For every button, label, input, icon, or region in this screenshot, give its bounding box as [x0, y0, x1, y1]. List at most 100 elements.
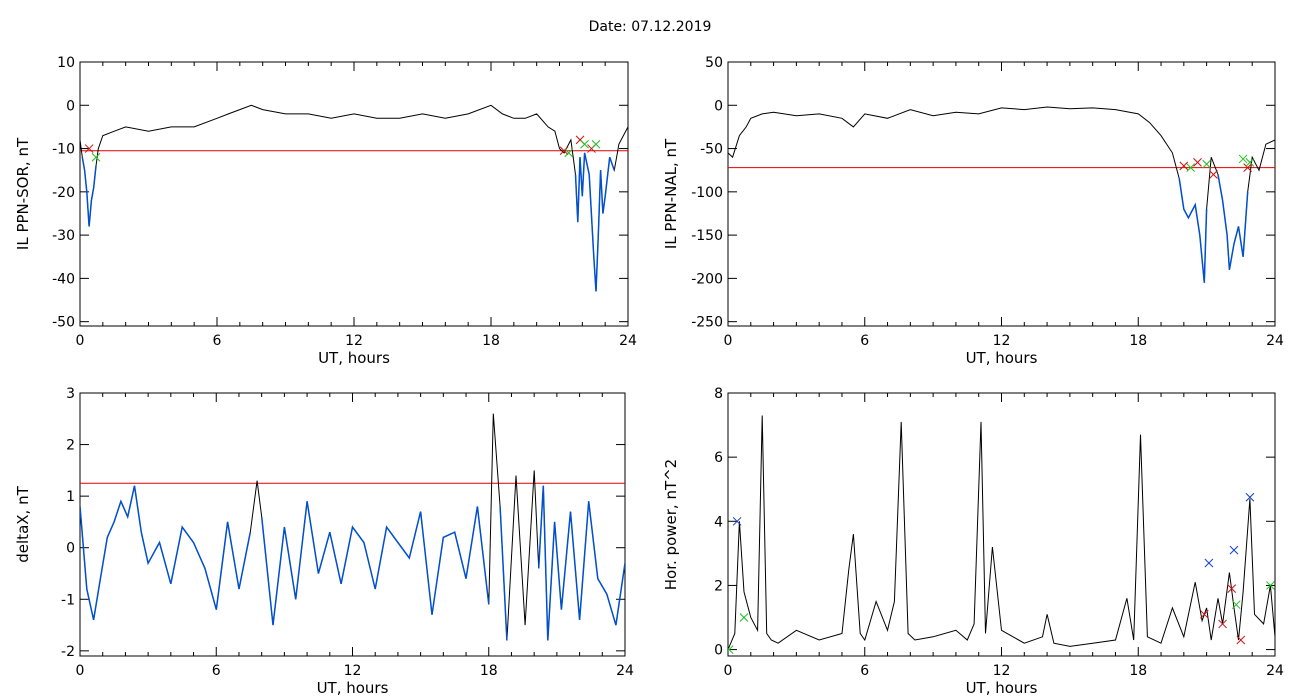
- plot-frame: [727, 392, 1276, 657]
- marker-red-stroke-b: [575, 135, 585, 145]
- plot-frame: [79, 61, 629, 327]
- marker-red: [1179, 161, 1189, 171]
- marker-red: [1218, 619, 1227, 629]
- marker-blue-stroke-b: [1204, 558, 1214, 568]
- x-tick-label: 6: [860, 663, 869, 679]
- y-tick-label: -50: [700, 142, 723, 158]
- plot-area: [80, 413, 625, 641]
- y-tick-label: -50: [52, 315, 75, 331]
- x-tick-label: 6: [212, 663, 221, 679]
- x-tick-label: 0: [76, 663, 85, 679]
- marker-red-stroke-b: [1179, 161, 1189, 171]
- marker-blue: [1245, 492, 1255, 502]
- y-tick-label: 6: [714, 450, 723, 466]
- x-tick-label: 24: [616, 663, 634, 679]
- x-tick-label: 18: [482, 333, 500, 349]
- marker-green: [580, 139, 589, 149]
- x-tick-label: 6: [213, 333, 222, 349]
- marker-red: [84, 144, 94, 153]
- marker-green: [1231, 600, 1241, 610]
- series-below-threshold: [574, 152, 616, 292]
- marker-blue-stroke-b: [732, 516, 742, 526]
- y-axis-label: Hor. power, nT^2: [662, 459, 680, 590]
- marker-green: [564, 148, 573, 158]
- x-axis-label: UT, hours: [317, 679, 389, 697]
- y-tick-label: 0: [714, 643, 723, 659]
- marker-green: [591, 139, 601, 149]
- x-tick-label: 0: [724, 333, 733, 349]
- series-line-1: [80, 104, 628, 292]
- marker-red-stroke-b: [559, 146, 569, 156]
- series-line-1: [728, 106, 1275, 283]
- series-below-threshold: [1217, 174, 1249, 270]
- x-tick-label: 12: [993, 663, 1011, 679]
- y-tick-label: 50: [705, 55, 723, 71]
- y-axis-label: deltaX, nT: [14, 485, 32, 562]
- x-tick-label: 0: [76, 333, 85, 349]
- y-tick-label: 0: [66, 541, 75, 557]
- y-tick-label: -200: [691, 271, 723, 287]
- y-axis-label: IL PPN-NAL, nT: [662, 138, 680, 249]
- series-line-1: [728, 415, 1275, 650]
- panel-4: 0 6 12 18 24 8 6 4 2 0 UT, hours Hor. power, nT^2: [662, 386, 1284, 697]
- marker-red: [1227, 584, 1237, 593]
- marker-red-stroke-b: [1243, 163, 1253, 172]
- y-tick-label: 10: [57, 55, 75, 71]
- y-tick-label: 2: [714, 578, 723, 594]
- y-tick-label: 2: [66, 438, 75, 454]
- x-tick-label: 24: [1266, 333, 1284, 349]
- series-below-threshold: [80, 485, 252, 621]
- x-tick-label: 12: [344, 663, 362, 679]
- marker-red: [1243, 163, 1253, 172]
- x-tick-label: 18: [1129, 663, 1147, 679]
- y-tick-label: -40: [52, 271, 75, 287]
- x-tick-label: 24: [1266, 663, 1284, 679]
- marker-red-stroke-b: [1199, 609, 1209, 619]
- panel-2: 0 6 12 18 24 50 0 -50 -100 -150 -200 -250 UT, hours I…: [662, 55, 1284, 367]
- series-below-threshold: [1178, 178, 1208, 283]
- panel-1: 0 6 12 18 24 10 0 -10 -20 -30 -40 -50 UT, hours IL PP…: [14, 55, 637, 367]
- y-tick-label: -1: [61, 592, 75, 608]
- series-below-threshold: [537, 485, 625, 641]
- series-below-threshold: [81, 157, 97, 227]
- x-tick-label: 6: [860, 333, 869, 349]
- marker-green-stroke-b: [1245, 158, 1255, 167]
- marker-blue: [1229, 545, 1239, 555]
- x-axis-label: UT, hours: [966, 349, 1038, 367]
- plot-area: [80, 104, 628, 292]
- x-tick-label: 12: [993, 333, 1011, 349]
- marker-green: [91, 152, 101, 162]
- y-tick-label: -100: [691, 185, 723, 201]
- marker-green: [1186, 163, 1196, 172]
- x-tick-label: 0: [724, 663, 733, 679]
- marker-green-stroke-b: [580, 139, 589, 149]
- marker-green-stroke-b: [1238, 154, 1248, 164]
- marker-green: [1202, 159, 1211, 169]
- marker-green: [1266, 581, 1275, 590]
- marker-green-stroke-b: [1231, 600, 1241, 610]
- y-tick-label: 0: [714, 98, 723, 114]
- marker-red: [1236, 635, 1246, 645]
- plot-area: [728, 415, 1275, 654]
- y-tick-label: -20: [52, 185, 75, 201]
- x-tick-label: 18: [480, 663, 498, 679]
- marker-blue: [1204, 558, 1214, 568]
- marker-green-stroke-b: [739, 613, 749, 622]
- marker-green-stroke-b: [1266, 581, 1275, 590]
- series-below-threshold: [499, 506, 508, 641]
- y-tick-label: -2: [61, 644, 75, 660]
- marker-green-stroke-b: [1186, 163, 1196, 172]
- y-tick-label: 3: [66, 386, 75, 402]
- marker-red-stroke-b: [1193, 158, 1202, 167]
- marker-red: [1209, 170, 1218, 179]
- series-below-threshold: [260, 501, 490, 626]
- plot-frame: [727, 61, 1276, 327]
- y-tick-label: -250: [691, 315, 723, 331]
- y-tick-label: -30: [52, 228, 75, 244]
- marker-green-stroke-b: [564, 148, 573, 158]
- marker-blue-stroke-b: [1245, 492, 1255, 502]
- marker-green: [739, 613, 749, 622]
- marker-blue: [732, 516, 742, 526]
- marker-green-stroke-b: [1202, 159, 1211, 169]
